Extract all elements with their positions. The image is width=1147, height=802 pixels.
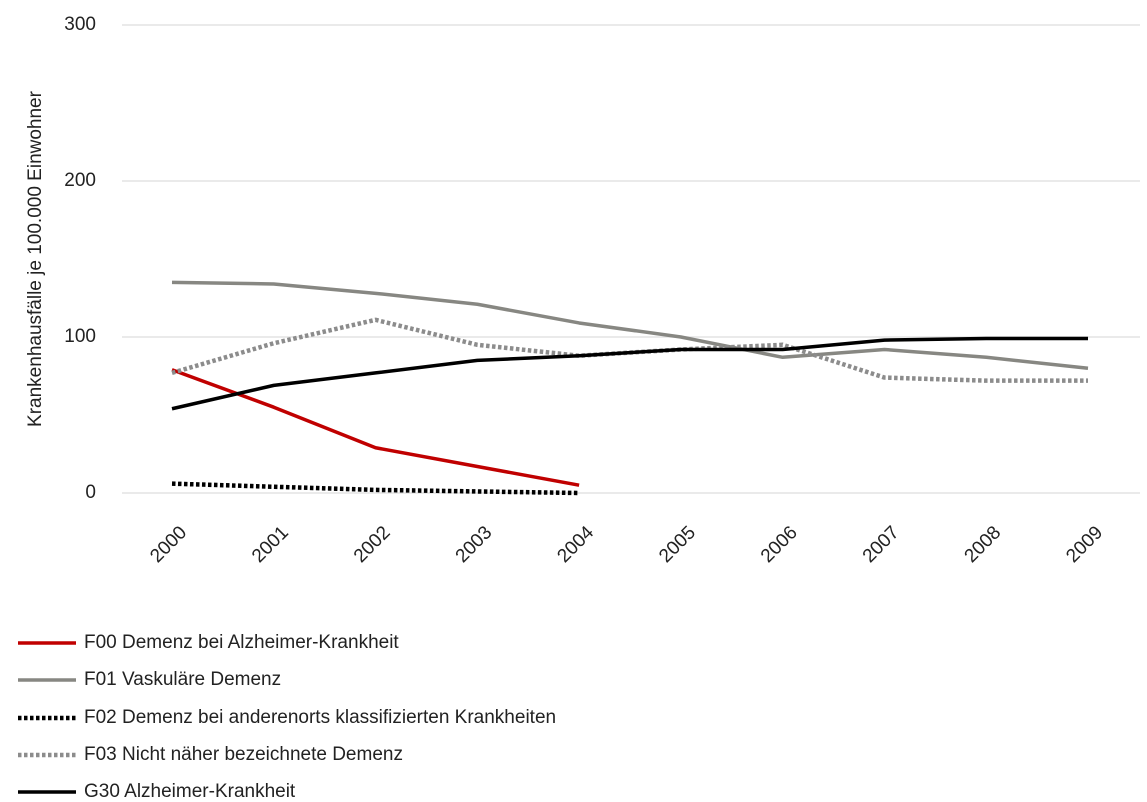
legend-label: F03 Nicht näher bezeichnete Demenz [84,744,403,765]
x-tick-label: 2007 [859,522,904,567]
legend-label: G30 Alzheimer-Krankheit [84,781,296,802]
legend-label: F01 Vaskuläre Demenz [84,669,281,690]
series-line [171,481,580,496]
legend-label: F00 Demenz bei Alzheimer-Krankheit [84,632,399,653]
x-tick-label: 2001 [248,522,293,567]
x-tick-label: 2003 [452,522,497,567]
y-tick-label: 300 [64,14,96,35]
legend-label: F02 Demenz bei anderenorts klassifiziert… [84,707,556,728]
x-tick-label: 2009 [1062,522,1107,567]
y-tick-label: 200 [64,170,96,191]
series-line [171,368,580,487]
y-tick-label: 100 [64,326,96,347]
y-tick-label: 0 [85,482,96,503]
series-line [171,336,1088,411]
series-line [171,280,1089,370]
x-tick-label: 2008 [961,522,1006,567]
x-tick-label: 2006 [757,522,802,567]
x-tick-label: 2005 [655,522,700,567]
x-tick-label: 2002 [350,522,395,567]
y-axis-label: Krankenhausfälle je 100.000 Einwohner [25,90,46,427]
x-tick-label: 2000 [146,522,191,567]
x-tick-label: 2004 [553,522,598,567]
